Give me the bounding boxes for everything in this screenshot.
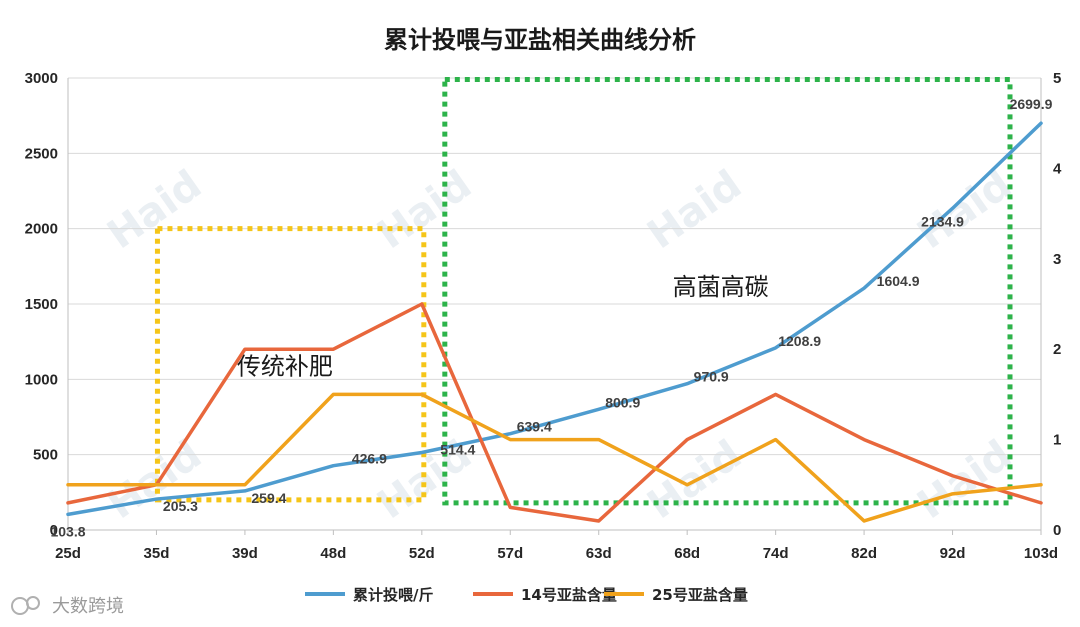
annotation-label-traditional: 传统补肥 bbox=[237, 352, 333, 380]
series-layer bbox=[66, 121, 1043, 523]
series-line-1 bbox=[66, 121, 1043, 517]
data-label: 1604.9 bbox=[877, 273, 920, 289]
data-label: 970.9 bbox=[694, 369, 729, 385]
y-right-tick-label: 3 bbox=[1053, 251, 1061, 268]
data-label: 2699.9 bbox=[1010, 96, 1053, 112]
y-right-tick-label: 4 bbox=[1053, 160, 1062, 177]
y-left-tick-label: 1500 bbox=[25, 296, 58, 313]
footer-brand: 大数跨境 bbox=[11, 596, 124, 617]
data-label: 2134.9 bbox=[921, 213, 964, 229]
y-right-tick-label: 5 bbox=[1053, 70, 1061, 87]
legend-label: 累计投喂/斤 bbox=[353, 586, 433, 604]
y-right-tick-label: 2 bbox=[1053, 341, 1061, 358]
x-tick-label: 52d bbox=[409, 545, 435, 562]
y-left-tick-label: 500 bbox=[33, 447, 58, 464]
legend: 累计投喂/斤 14号亚盐含量 25号亚盐含量 bbox=[305, 586, 748, 604]
data-label: 259.4 bbox=[251, 490, 286, 506]
data-label: 514.4 bbox=[440, 441, 475, 457]
brand-logo-icon bbox=[26, 596, 40, 610]
series-line-3 bbox=[66, 392, 1043, 523]
x-tick-label: 82d bbox=[851, 545, 877, 562]
y-left-tick-label: 2500 bbox=[25, 145, 58, 162]
x-tick-label: 57d bbox=[497, 545, 523, 562]
data-label: 103.8 bbox=[50, 523, 85, 539]
x-tick-label: 92d bbox=[940, 545, 966, 562]
x-tick-label: 103d bbox=[1024, 545, 1058, 562]
x-tick-label: 35d bbox=[144, 545, 170, 562]
annotation-label-highcarbon: 高菌高碳 bbox=[673, 273, 769, 301]
x-tick-label: 68d bbox=[674, 545, 700, 562]
y-left-tick-label: 1000 bbox=[25, 371, 58, 388]
legend-label: 25号亚盐含量 bbox=[652, 586, 748, 604]
data-labels: 103.8 205.3 259.4 426.9 514.4 639.4 800.9 970.9… bbox=[50, 96, 1052, 539]
data-label: 426.9 bbox=[352, 451, 387, 467]
x-tick-label: 25d bbox=[55, 545, 81, 562]
y-left-tick-label: 3000 bbox=[25, 70, 58, 87]
footer-brand-text: 大数跨境 bbox=[52, 596, 124, 617]
y-right-tick-label: 1 bbox=[1053, 432, 1061, 449]
y-left-tick-label: 0 bbox=[50, 522, 58, 539]
annotation-box-highcarbon bbox=[442, 77, 1013, 506]
series-line-2 bbox=[66, 302, 1043, 523]
data-label: 800.9 bbox=[605, 394, 640, 410]
y-left-tick-label: 2000 bbox=[25, 221, 58, 238]
legend-label: 14号亚盐含量 bbox=[521, 586, 617, 604]
axes: 0 500 1000 1500 2000 2500 3000 0 1 2 3 4 5 25d 35d 39d 4… bbox=[25, 70, 1062, 562]
data-label: 205.3 bbox=[163, 498, 198, 514]
annotation-boxes: 传统补肥 高菌高碳 bbox=[154, 77, 1013, 506]
x-tick-label: 39d bbox=[232, 545, 258, 562]
chart-title: 累计投喂与亚盐相关曲线分析 bbox=[384, 26, 696, 54]
x-tick-label: 74d bbox=[763, 545, 789, 562]
x-tick-label: 48d bbox=[320, 545, 346, 562]
annotation-box-traditional bbox=[154, 226, 427, 503]
x-tick-label: 63d bbox=[586, 545, 612, 562]
data-label: 639.4 bbox=[517, 419, 552, 435]
data-label: 1208.9 bbox=[778, 333, 821, 349]
y-right-tick-label: 0 bbox=[1053, 522, 1061, 539]
